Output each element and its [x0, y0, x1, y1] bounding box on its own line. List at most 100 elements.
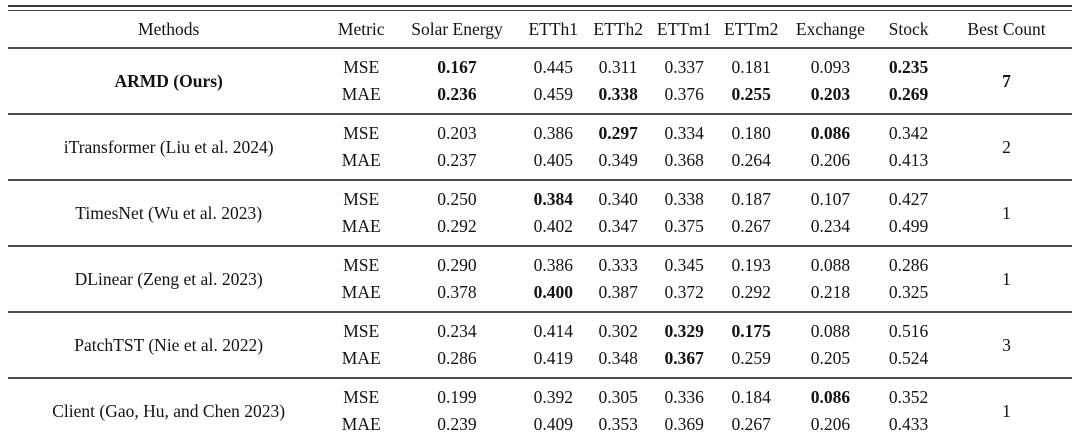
method-cell: ARMD (Ours): [114, 70, 223, 91]
metric-cell-mae: MAE: [341, 348, 381, 368]
value-cell-exchange-mae: 0.203: [810, 84, 851, 104]
value-cell-ettm1-mse: 0.336: [664, 387, 704, 407]
metric-cell-mse: MSE: [343, 57, 380, 77]
value-cell-exchange-mse: 0.086: [810, 123, 851, 143]
value-cell-exchange-mse: 0.093: [810, 57, 851, 77]
results-table-wrapper: Methods Metric Solar Energy ETTh1 ETTh2 ETTm1…: [8, 5, 1072, 438]
value-cell-etth2-mae: 0.387: [598, 282, 638, 302]
column-header-best-count: Best Count: [941, 10, 1072, 49]
value-cell-solar-energy-mse: 0.290: [437, 255, 477, 275]
value-cell-etth1-mae: 0.459: [533, 84, 573, 104]
value-cell-exchange-mse: 0.088: [810, 255, 851, 275]
metric-cell-mae: MAE: [341, 414, 381, 434]
column-header-stock: Stock: [876, 10, 942, 49]
table-row-mae: MAE 0.239 0.409 0.353 0.369 0.267 0.206 0.433: [8, 411, 1072, 438]
best-count-cell: 1: [1002, 400, 1011, 421]
value-cell-ettm1-mae: 0.369: [664, 414, 704, 434]
table-row-mae: MAE 0.236 0.459 0.338 0.376 0.255 0.203 0.269: [8, 81, 1072, 114]
value-cell-ettm1-mae: 0.372: [664, 282, 704, 302]
table-row-mae: MAE 0.292 0.402 0.347 0.375 0.267 0.234 0.499: [8, 213, 1072, 246]
value-cell-ettm1-mse: 0.329: [664, 321, 704, 341]
method-block-client-gao-hu-and-chen-2023: Client (Gao, Hu, and Chen 2023) MSE 0.199 0…: [8, 378, 1072, 438]
table-row-mae: MAE 0.378 0.400 0.387 0.372 0.292 0.218 0.325: [8, 279, 1072, 312]
value-cell-stock-mse: 0.427: [888, 189, 929, 209]
value-cell-etth1-mse: 0.386: [533, 255, 573, 275]
value-cell-ettm1-mse: 0.334: [664, 123, 704, 143]
metric-cell-mse: MSE: [343, 189, 380, 209]
value-cell-ettm2-mae: 0.267: [731, 216, 771, 236]
value-cell-solar-energy-mse: 0.234: [437, 321, 477, 341]
metric-cell-mse: MSE: [343, 123, 380, 143]
value-cell-etth2-mse: 0.302: [598, 321, 638, 341]
value-cell-stock-mae: 0.524: [888, 348, 929, 368]
value-cell-exchange-mae: 0.206: [810, 414, 851, 434]
value-cell-ettm2-mae: 0.267: [731, 414, 771, 434]
method-block-patchtst-nie-et-al-2022: PatchTST (Nie et al. 2022) MSE 0.234 0.414 0…: [8, 312, 1072, 378]
value-cell-etth1-mse: 0.445: [533, 57, 573, 77]
table-row-mse: DLinear (Zeng et al. 2023) MSE 0.290 0.386 0…: [8, 246, 1072, 289]
value-cell-exchange-mae: 0.218: [810, 282, 851, 302]
value-cell-ettm1-mse: 0.338: [664, 189, 704, 209]
metric-cell-mae: MAE: [341, 150, 381, 170]
value-cell-stock-mse: 0.235: [888, 57, 929, 77]
value-cell-etth1-mse: 0.414: [533, 321, 573, 341]
value-cell-ettm2-mae: 0.255: [731, 84, 771, 104]
value-cell-solar-energy-mae: 0.239: [437, 414, 477, 434]
method-cell: TimesNet (Wu et al. 2023): [75, 202, 263, 223]
value-cell-exchange-mae: 0.234: [810, 216, 851, 236]
method-cell: Client (Gao, Hu, and Chen 2023): [52, 400, 286, 421]
value-cell-etth1-mae: 0.409: [533, 414, 573, 434]
value-cell-stock-mae: 0.269: [888, 84, 929, 104]
value-cell-stock-mae: 0.325: [888, 282, 929, 302]
value-cell-etth1-mse: 0.392: [533, 387, 573, 407]
value-cell-etth2-mse: 0.311: [598, 57, 638, 77]
value-cell-solar-energy-mse: 0.199: [437, 387, 477, 407]
value-cell-solar-energy-mae: 0.378: [437, 282, 477, 302]
value-cell-solar-energy-mae: 0.286: [437, 348, 477, 368]
value-cell-stock-mae: 0.413: [888, 150, 929, 170]
table-row-mse: TimesNet (Wu et al. 2023) MSE 0.250 0.384 0.…: [8, 180, 1072, 223]
value-cell-stock-mae: 0.433: [888, 414, 929, 434]
value-cell-ettm2-mse: 0.193: [731, 255, 771, 275]
value-cell-ettm1-mae: 0.367: [664, 348, 704, 368]
column-header-etth2: ETTh2: [585, 10, 651, 49]
table-row-mse: PatchTST (Nie et al. 2022) MSE 0.234 0.414 0…: [8, 312, 1072, 355]
value-cell-etth1-mae: 0.419: [533, 348, 573, 368]
value-cell-etth1-mae: 0.402: [533, 216, 573, 236]
value-cell-etth2-mae: 0.338: [598, 84, 638, 104]
value-cell-ettm1-mae: 0.375: [664, 216, 704, 236]
method-block-itransformer-liu-et-al-2024: iTransformer (Liu et al. 2024) MSE 0.203 0.…: [8, 114, 1072, 180]
best-count-cell: 2: [1002, 136, 1011, 157]
value-cell-ettm2-mae: 0.292: [731, 282, 771, 302]
value-cell-stock-mse: 0.342: [888, 123, 929, 143]
value-cell-exchange-mae: 0.205: [810, 348, 851, 368]
method-cell: DLinear (Zeng et al. 2023): [74, 268, 263, 289]
column-header-etth1: ETTh1: [520, 10, 586, 49]
table-row-mae: MAE 0.237 0.405 0.349 0.368 0.264 0.206 0.413: [8, 147, 1072, 180]
value-cell-solar-energy-mse: 0.250: [437, 189, 477, 209]
value-cell-etth2-mse: 0.333: [598, 255, 638, 275]
value-cell-etth2-mse: 0.340: [598, 189, 638, 209]
table-row-mse: Client (Gao, Hu, and Chen 2023) MSE 0.199 0…: [8, 378, 1072, 421]
method-cell: iTransformer (Liu et al. 2024): [63, 136, 274, 157]
value-cell-solar-energy-mse: 0.167: [437, 57, 477, 77]
value-cell-exchange-mse: 0.107: [810, 189, 851, 209]
value-cell-ettm1-mae: 0.376: [664, 84, 704, 104]
value-cell-etth1-mse: 0.384: [533, 189, 573, 209]
method-block-timesnet-wu-et-al-2023: TimesNet (Wu et al. 2023) MSE 0.250 0.384 0.…: [8, 180, 1072, 246]
best-count-cell: 1: [1002, 268, 1011, 289]
value-cell-etth1-mse: 0.386: [533, 123, 573, 143]
value-cell-exchange-mae: 0.206: [810, 150, 851, 170]
value-cell-exchange-mse: 0.086: [810, 387, 851, 407]
value-cell-etth2-mae: 0.347: [598, 216, 638, 236]
value-cell-exchange-mse: 0.088: [810, 321, 851, 341]
column-header-methods: Methods: [8, 10, 330, 49]
method-block-dlinear-zeng-et-al-2023: DLinear (Zeng et al. 2023) MSE 0.290 0.386 0…: [8, 246, 1072, 312]
value-cell-etth2-mae: 0.348: [598, 348, 638, 368]
value-cell-ettm1-mse: 0.345: [664, 255, 704, 275]
value-cell-stock-mse: 0.286: [888, 255, 929, 275]
table-row-mae: MAE 0.286 0.419 0.348 0.367 0.259 0.205 0.524: [8, 345, 1072, 378]
results-table: Methods Metric Solar Energy ETTh1 ETTh2 ETTm1…: [8, 10, 1072, 438]
value-cell-stock-mae: 0.499: [888, 216, 929, 236]
column-header-exchange: Exchange: [784, 10, 877, 49]
